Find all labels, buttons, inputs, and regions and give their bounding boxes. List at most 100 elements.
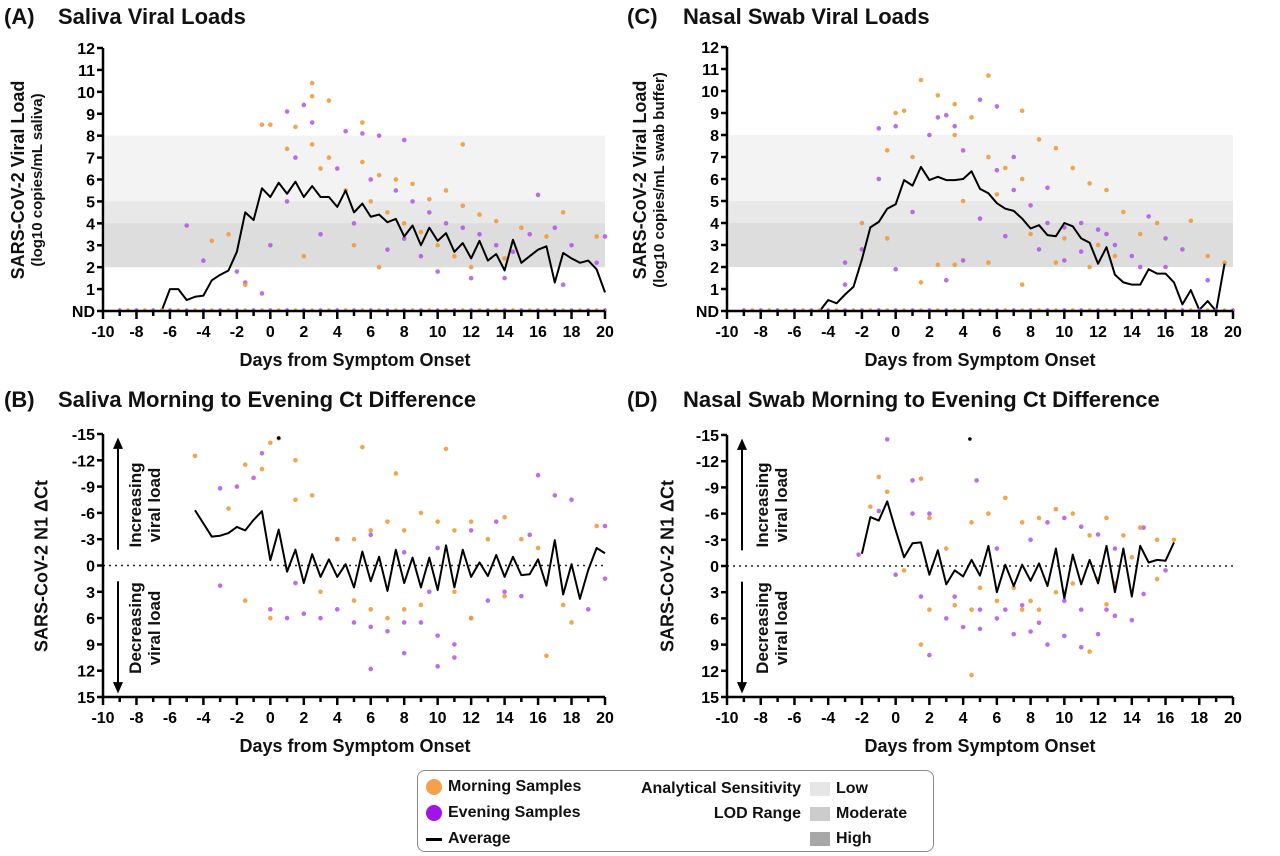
evening-sample-point [1104,607,1109,612]
morning-sample-point [242,598,248,603]
average-line [860,500,1175,600]
morning-sample-point [351,536,357,542]
evening-sample-point [842,282,848,287]
y-tick-label: 9 [86,637,95,654]
evening-sample-point [569,497,574,503]
morning-sample-point [1062,236,1067,241]
morning-sample-point [901,568,907,573]
low-swatch-icon [810,782,830,796]
average-line [194,509,606,600]
morning-sample-point [468,519,474,524]
morning-sample-point [368,607,374,612]
morning-sample-point [952,132,957,138]
evening-sample-point [334,607,340,612]
y-tick-label: 3 [86,585,95,602]
evening-sample-point [856,552,861,557]
morning-sample-point [326,155,332,160]
panel-b-title: Saliva Morning to Evening Ct Difference [58,387,477,412]
evening-sample-point [393,188,399,193]
evening-sample-point [284,199,290,204]
legend-morning-label: Morning Samples [448,778,582,795]
high-swatch-icon [810,832,830,846]
evening-sample-point [485,598,491,603]
morning-sample-point [226,231,231,237]
evening-sample-point [1112,242,1118,248]
evening-sample-point [602,523,608,529]
y-tick-label: 12 [77,41,95,58]
evening-sample-point [1011,631,1017,637]
evening-sample-point [502,275,507,281]
panel-b-letter: (B) [4,387,35,412]
morning-sample-point [326,98,332,103]
panel-d-decreasing-annotation: Decreasing viral load [753,582,791,674]
evening-sample-point [910,478,915,483]
evening-sample-point [502,589,507,595]
legend-average: Average [426,830,511,848]
morning-sample-point [986,511,991,516]
morning-sample-point [259,466,265,472]
y-tick-label: -6 [81,506,95,523]
morning-sample-point [859,220,865,226]
y-tick-label: 11 [78,63,95,80]
morning-sample-point [969,672,974,678]
x-tick-label: -10 [715,324,738,341]
evening-sample-point [318,615,323,621]
legend-low: Low [810,780,868,798]
y-tick-label: 1 [86,282,95,299]
x-tick-label: 4 [333,710,342,727]
morning-sample-point [293,497,298,503]
y-tick-label: 8 [86,129,95,146]
evening-sample-point [1137,264,1143,270]
evening-sample-point [401,550,407,555]
morning-sample-point [418,510,424,516]
arrow-up-icon [113,437,123,449]
evening-sample-point [552,493,558,498]
y-tick-label: 7 [710,150,719,167]
morning-sample-point [259,122,265,128]
x-tick-label: -8 [754,710,768,727]
morning-sample-point [401,607,407,612]
evening-sample-point [519,593,524,599]
x-tick-label: 20 [1224,710,1242,727]
morning-sample-point [560,210,566,215]
morning-sample-point [401,528,407,533]
evening-sample-point [360,131,365,136]
evening-sample-point [301,611,307,617]
evening-sample-point [1062,515,1067,521]
y-tick-label: 9 [710,638,719,655]
panel-b-plot: -10 -8 -6 -4 -2 0 2 4 6 8 10 12 14 16 18 20 -15 -12 -9 -6 -3… [72,427,614,727]
y-tick-label: -12 [72,453,95,470]
evening-sample-point [1003,607,1008,612]
morning-sample-point [1137,231,1143,237]
morning-sample-point [1137,525,1143,530]
evening-sample-point [401,620,407,625]
morning-sample-point [918,642,924,647]
y-tick-label: ND [696,304,719,321]
panel-c-x-axis-title: Days from Symptom Onset [864,350,1096,370]
evening-sample-point [401,650,407,656]
evening-sample-point [994,167,1000,173]
evening-sample-point [410,199,415,204]
annotation-line: Decreasing [126,582,145,674]
evening-sample-point [351,221,357,226]
morning-sample-point [1070,581,1076,586]
annotation-line: viral load [145,590,164,666]
evening-sample-point [435,633,440,638]
legend-high: High [810,830,872,848]
morning-sample-point [1036,137,1042,142]
evening-sample-point [268,242,273,248]
morning-sample-point [309,93,315,99]
morning-sample-point [1003,495,1008,501]
morning-sample-point [393,177,399,182]
y-tick-label: 11 [702,62,719,79]
legend-average-label: Average [448,830,511,847]
x-tick-label: -2 [855,710,869,727]
legend-evening-label: Evening Samples [448,804,581,821]
x-tick-label: 6 [366,710,375,727]
y-tick-label: 5 [710,194,719,211]
evening-sample-point [1141,525,1146,530]
morning-sample-point [360,444,365,450]
morning-sample-point [969,115,974,120]
x-tick-label: 16 [1157,324,1175,341]
morning-sample-point [952,101,957,107]
